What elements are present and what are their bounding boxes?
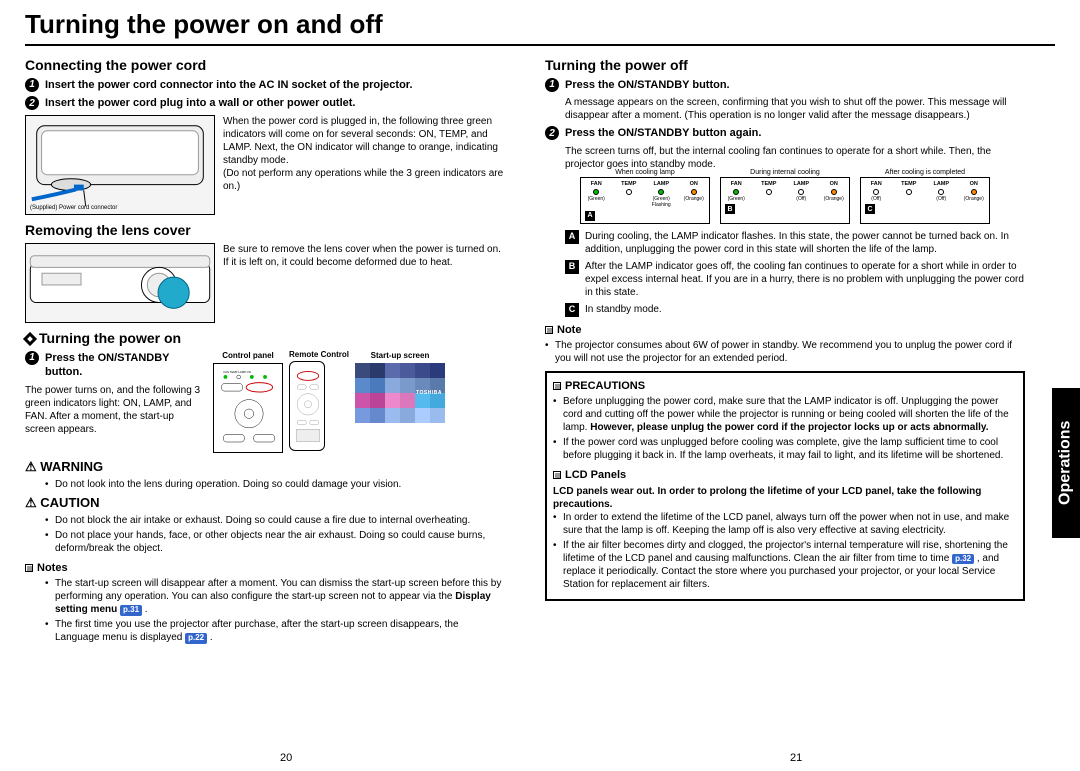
- notes-heading: Notes: [25, 561, 505, 575]
- diagram-remote: [289, 361, 325, 451]
- on-step1-text: Press the ON/STANDBY button.: [45, 352, 169, 378]
- note-heading-right: Note: [545, 323, 1025, 337]
- remove-body: Be sure to remove the lens cover when th…: [223, 243, 505, 323]
- badge-b: B: [565, 260, 579, 274]
- page-ref-31: p.31: [120, 605, 142, 615]
- heading-connecting: Connecting the power cord: [25, 56, 505, 74]
- caution-item-2: Do not place your hands, face, or other …: [45, 529, 505, 555]
- diagram-power-cord: (Supplied) Power cord connector: [25, 115, 215, 215]
- warning-item: Do not look into the lens during operati…: [45, 478, 505, 491]
- lcd-intro: LCD panels wear out. In order to prolong…: [553, 485, 1017, 511]
- label-control-panel: Control panel: [213, 351, 283, 361]
- off-step1-text: Press the ON/STANDBY button.: [565, 79, 730, 91]
- connect-body: When the power cord is plugged in, the f…: [223, 115, 505, 167]
- diagram-control-panel: FAN TEMP LAMP ON: [213, 363, 283, 453]
- c-body: In standby mode.: [585, 303, 1025, 317]
- precaution-1: Before unplugging the power cord, make s…: [553, 395, 1017, 434]
- off-step2-text: Press the ON/STANDBY button again.: [565, 127, 761, 139]
- b-body: After the LAMP indicator goes off, the c…: [585, 260, 1025, 299]
- caution-heading: CAUTION: [25, 495, 505, 512]
- heading-power-on: Turning the power on: [25, 329, 505, 347]
- lcd-heading: LCD Panels: [553, 468, 1017, 482]
- lcd-item-2: If the air filter becomes dirty and clog…: [553, 539, 1017, 591]
- on-body: The power turns on, and the following 3 …: [25, 384, 205, 436]
- lcd-item-1: In order to extend the lifetime of the L…: [553, 511, 1017, 537]
- connect-note: (Do not perform any operations while the…: [223, 167, 505, 193]
- off-step-badge-2: 2: [545, 126, 559, 140]
- heading-power-off: Turning the power off: [545, 56, 1025, 74]
- page-ref-32: p.32: [952, 554, 974, 564]
- a-body: During cooling, the LAMP indicator flash…: [585, 230, 1025, 256]
- precautions-heading: PRECAUTIONS: [553, 379, 1017, 393]
- precaution-2: If the power cord was unplugged before c…: [553, 436, 1017, 462]
- heading-remove: Removing the lens cover: [25, 221, 505, 239]
- note-item-right: The projector consumes about 6W of power…: [545, 339, 1025, 365]
- off-step-badge-1: 1: [545, 78, 559, 92]
- side-tab-operations: Operations: [1052, 388, 1080, 538]
- step-badge-1: 1: [25, 78, 39, 92]
- left-column: Connecting the power cord 1 Insert the p…: [25, 56, 505, 649]
- page-ref-22: p.22: [185, 633, 207, 643]
- step1-text: Insert the power cord connector into the…: [45, 79, 413, 91]
- diagram-lens-cover: [25, 243, 215, 323]
- svg-text:FAN TEMP LAMP ON: FAN TEMP LAMP ON: [224, 371, 251, 375]
- indicator-panels: When cooling lampFAN(Green)TEMPLAMP(Gree…: [545, 177, 1025, 224]
- warning-heading: WARNING: [25, 459, 505, 476]
- caution-item-1: Do not block the air intake or exhaust. …: [45, 514, 505, 527]
- cord-caption: (Supplied) Power cord connector: [30, 205, 117, 213]
- page-title: Turning the power on and off: [25, 8, 1055, 46]
- precautions-box: PRECAUTIONS Before unplugging the power …: [545, 371, 1025, 601]
- step2-text: Insert the power cord plug into a wall o…: [45, 97, 355, 109]
- note-item-1: The start-up screen will disappear after…: [45, 577, 505, 616]
- badge-c: C: [565, 303, 579, 317]
- diagram-startup-screen: TOSHIBA: [355, 363, 445, 423]
- right-column: Turning the power off 1 Press the ON/STA…: [545, 56, 1025, 649]
- off-step1-body: A message appears on the screen, confirm…: [565, 96, 1025, 122]
- step-badge-2: 2: [25, 96, 39, 110]
- label-startup: Start-up screen: [355, 351, 445, 361]
- badge-a: A: [565, 230, 579, 244]
- label-remote: Remote Control: [289, 351, 349, 359]
- on-step-badge-1: 1: [25, 351, 39, 365]
- note-item-2: The first time you use the projector aft…: [45, 618, 505, 644]
